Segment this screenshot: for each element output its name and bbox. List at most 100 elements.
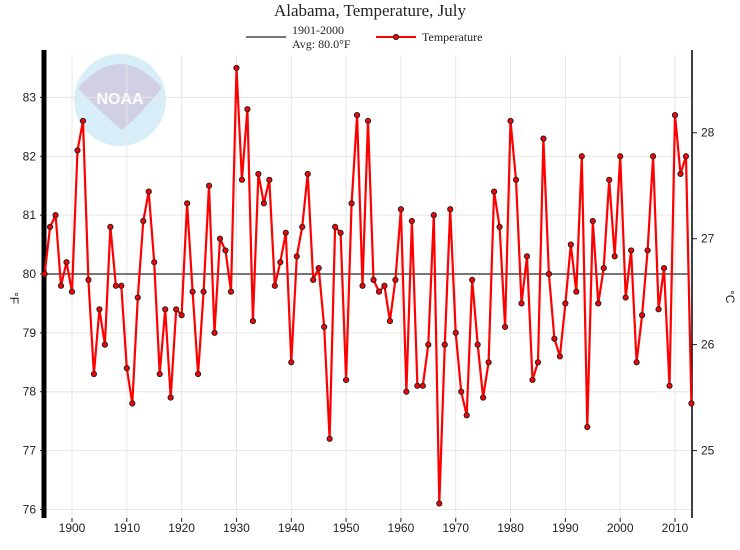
y-axis-label-left: °F	[7, 292, 21, 304]
temperature-point	[216, 235, 224, 242]
temperature-point	[458, 388, 465, 395]
x-tick-label: 1900	[59, 521, 86, 535]
temperature-point	[523, 253, 531, 260]
temperature-point	[441, 341, 448, 348]
temperature-point	[249, 317, 256, 325]
temperature-point	[611, 253, 618, 260]
temperature-point	[469, 276, 476, 283]
temperature-point	[90, 370, 98, 378]
y-tick-label: 77	[23, 444, 37, 458]
temperature-point	[140, 217, 147, 225]
temperature-point	[194, 370, 202, 378]
temperature-point	[633, 359, 640, 366]
temperature-point	[529, 376, 536, 384]
temperature-point	[682, 153, 690, 160]
temperature-point	[397, 206, 405, 213]
temperature-point	[485, 359, 492, 366]
y-tick-label: 83	[23, 90, 37, 104]
x-tick-label: 1980	[497, 521, 524, 535]
temperature-point	[617, 153, 624, 160]
temperature-point	[178, 312, 185, 319]
temperature-point	[57, 282, 65, 289]
x-tick-label: 1960	[388, 521, 415, 535]
x-tick-label: 1910	[113, 521, 140, 535]
y-axis-label-right: °C	[723, 290, 737, 304]
temperature-point	[436, 500, 443, 507]
temperature-point	[534, 359, 542, 366]
temperature-point	[606, 176, 613, 183]
x-tick-label: 2000	[607, 521, 634, 535]
temperature-point	[342, 376, 350, 384]
temperature-point	[205, 182, 213, 189]
x-tick-label: 1990	[552, 521, 579, 535]
temperature-point	[562, 300, 569, 307]
x-tick-label: 1930	[223, 521, 250, 535]
temperature-point	[567, 241, 574, 248]
temperature-point	[501, 323, 509, 331]
temperature-point	[507, 117, 514, 125]
temperature-point	[211, 329, 218, 336]
temperature-point	[666, 382, 673, 389]
temperature-point	[403, 388, 410, 395]
temperature-point	[392, 276, 399, 283]
noaa-logo-watermark: NOAA	[74, 54, 166, 146]
legend: 1901-2000 Avg: 80.0°F Temperature	[246, 23, 482, 51]
temperature-point	[271, 282, 278, 289]
temperature-point	[337, 229, 344, 236]
temperature-point	[189, 288, 196, 295]
temperature-point	[310, 276, 317, 283]
temperature-point	[96, 306, 103, 313]
temperature-point	[332, 223, 339, 231]
temperature-point	[556, 353, 563, 360]
temperature-point	[430, 212, 437, 219]
temperature-point	[419, 382, 426, 389]
temperature-point	[79, 117, 87, 125]
y-tick-label: 79	[23, 326, 37, 340]
temperature-point	[63, 259, 70, 266]
temperature-point	[156, 370, 163, 378]
temperature-point	[375, 288, 383, 295]
temperature-point	[200, 288, 207, 295]
temperature-point	[359, 282, 366, 289]
legend-temperature-label: Temperature	[422, 30, 482, 44]
temperature-point	[463, 412, 470, 419]
temperature-point	[68, 288, 76, 295]
x-tick-label: 1950	[333, 521, 360, 535]
temperature-point	[671, 111, 679, 119]
temperature-point	[414, 382, 421, 389]
temperature-point	[173, 306, 180, 313]
temperature-point	[491, 188, 498, 195]
temperature-point	[584, 423, 591, 431]
temperature-point	[480, 394, 487, 401]
y-tick-label: 78	[23, 385, 37, 399]
temperature-point	[315, 265, 322, 272]
temperature-point	[649, 153, 657, 160]
temperature-point	[370, 276, 377, 283]
temperature-point	[266, 176, 273, 183]
temperature-point	[589, 217, 596, 225]
temperature-point	[425, 341, 432, 348]
y-tick-label: 76	[23, 502, 37, 516]
temperature-point	[545, 270, 553, 278]
chart-title: Alabama, Temperature, July	[274, 1, 467, 20]
temperature-point	[408, 217, 415, 225]
legend-temperature-marker	[392, 33, 400, 41]
x-tick-label: 1940	[278, 521, 305, 535]
y-right-tick-label: 28	[701, 126, 715, 140]
temperature-point	[293, 253, 300, 260]
temperature-point	[326, 435, 333, 442]
temperature-point	[639, 312, 646, 319]
temperature-point	[628, 247, 635, 254]
x-tick-label: 1970	[442, 521, 469, 535]
temperature-point	[238, 176, 246, 183]
temperature-point	[167, 394, 174, 401]
temperature-point	[386, 317, 394, 325]
temperature-point	[660, 265, 668, 272]
temperature-point	[118, 282, 125, 289]
y-right-tick-label: 25	[701, 444, 715, 458]
x-tick-label: 2010	[662, 521, 689, 535]
temperature-point	[595, 300, 602, 307]
temperature-point	[573, 288, 580, 295]
temperature-point	[85, 276, 92, 283]
